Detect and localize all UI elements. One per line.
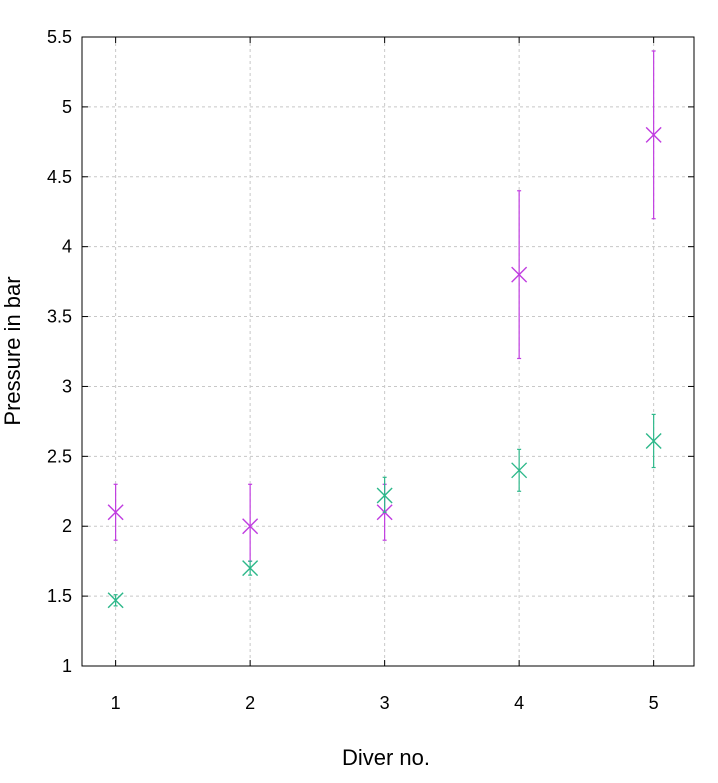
y-tick-label: 3.5 [47, 307, 72, 327]
data-point-stroke [242, 560, 259, 577]
x-tick-label: 4 [514, 693, 524, 713]
data-point [107, 504, 124, 521]
data-point-stroke [511, 266, 528, 283]
x-tick-label: 2 [245, 693, 255, 713]
y-tick-label: 2.5 [47, 446, 72, 466]
x-tick-label: 3 [380, 693, 390, 713]
series-2 [107, 413, 662, 609]
series-layer [107, 50, 662, 609]
y-tick-label: 1.5 [47, 586, 72, 606]
grid [82, 37, 694, 666]
x-tick-label: 1 [111, 693, 121, 713]
data-point-stroke [511, 462, 528, 479]
y-tick-label: 4.5 [47, 167, 72, 187]
data-point [511, 266, 528, 283]
data-point [242, 518, 259, 535]
x-axis-title: Diver no. [342, 745, 430, 770]
y-tick-label: 5 [62, 97, 72, 117]
data-point [511, 462, 528, 479]
data-point-stroke [242, 518, 259, 535]
y-tick-label: 3 [62, 376, 72, 396]
series-1 [107, 50, 662, 562]
data-point [107, 592, 124, 609]
data-point [645, 126, 662, 143]
plot-area-frame [81, 36, 695, 667]
data-point [242, 560, 259, 577]
data-point-stroke [376, 487, 393, 504]
y-tick-label: 2 [62, 516, 72, 536]
data-point-stroke [645, 432, 662, 449]
y-tick-label: 1 [62, 656, 72, 676]
data-point-stroke [107, 592, 124, 609]
y-axis-title: Pressure in bar [0, 276, 25, 425]
y-tick-label: 5.5 [47, 27, 72, 47]
x-tick-label: 5 [649, 693, 659, 713]
data-point [645, 432, 662, 449]
axis-ticks: 1 2 3 4 5 1 1.5 2 2.5 3 3.5 4 4.5 5 5.5 [47, 27, 694, 713]
y-tick-label: 4 [62, 237, 72, 257]
data-point [376, 487, 393, 504]
data-point-stroke [107, 504, 124, 521]
data-point-stroke [645, 126, 662, 143]
